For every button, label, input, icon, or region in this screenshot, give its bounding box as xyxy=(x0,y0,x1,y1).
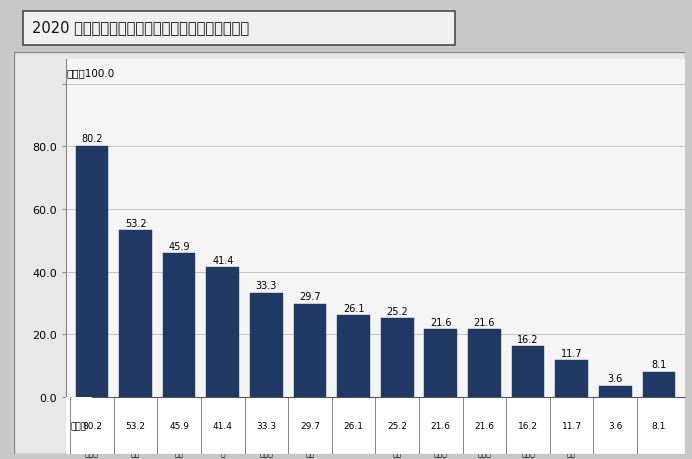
FancyBboxPatch shape xyxy=(23,12,455,46)
Bar xyxy=(66,397,92,454)
Bar xyxy=(75,146,108,397)
Text: 53.2: 53.2 xyxy=(125,218,146,229)
Text: 16.2: 16.2 xyxy=(518,334,539,344)
Text: 33.3: 33.3 xyxy=(256,421,276,430)
Text: 80.2: 80.2 xyxy=(81,134,102,144)
Text: 29.7: 29.7 xyxy=(300,421,320,430)
Text: 16.2: 16.2 xyxy=(518,421,538,430)
Bar xyxy=(206,268,239,397)
Text: 33.3: 33.3 xyxy=(255,280,277,291)
Text: 21.6: 21.6 xyxy=(431,421,450,430)
Text: 8.1: 8.1 xyxy=(651,359,666,369)
Bar xyxy=(599,386,632,397)
Text: 53.2: 53.2 xyxy=(125,421,145,430)
Text: 25.2: 25.2 xyxy=(388,421,407,430)
Bar xyxy=(424,330,457,397)
Text: 26.1: 26.1 xyxy=(344,421,363,430)
Text: 3.6: 3.6 xyxy=(608,421,623,430)
Text: 26.1: 26.1 xyxy=(343,303,365,313)
Bar xyxy=(555,360,588,397)
Text: 3.6: 3.6 xyxy=(608,373,623,383)
Bar xyxy=(468,330,501,397)
Text: 21.6: 21.6 xyxy=(430,317,452,327)
Text: 80.2: 80.2 xyxy=(82,421,102,430)
Text: 8.1: 8.1 xyxy=(652,421,666,430)
Bar xyxy=(163,254,196,397)
Text: 41.4: 41.4 xyxy=(213,421,233,430)
Bar xyxy=(337,315,370,397)
Text: 45.9: 45.9 xyxy=(168,241,190,251)
Text: 45.9: 45.9 xyxy=(169,421,189,430)
Text: 11.7: 11.7 xyxy=(562,421,582,430)
Text: 2020 年にパラリンピックが日本で開催される意義: 2020 年にパラリンピックが日本で開催される意義 xyxy=(32,20,249,35)
Text: 21.6: 21.6 xyxy=(474,317,495,327)
Text: 29.7: 29.7 xyxy=(299,292,321,302)
Text: 11.7: 11.7 xyxy=(561,348,583,358)
Bar xyxy=(511,347,545,397)
Text: 41.4: 41.4 xyxy=(212,255,233,265)
Text: 25.2: 25.2 xyxy=(386,306,408,316)
Bar xyxy=(293,304,327,397)
FancyBboxPatch shape xyxy=(14,53,685,454)
Bar xyxy=(381,319,414,397)
Bar xyxy=(119,231,152,397)
Bar xyxy=(643,372,675,397)
Text: （％）100.0: （％）100.0 xyxy=(66,68,115,78)
Text: 21.6: 21.6 xyxy=(475,421,495,430)
Text: 系列１: 系列１ xyxy=(71,421,87,430)
Bar xyxy=(250,293,283,397)
